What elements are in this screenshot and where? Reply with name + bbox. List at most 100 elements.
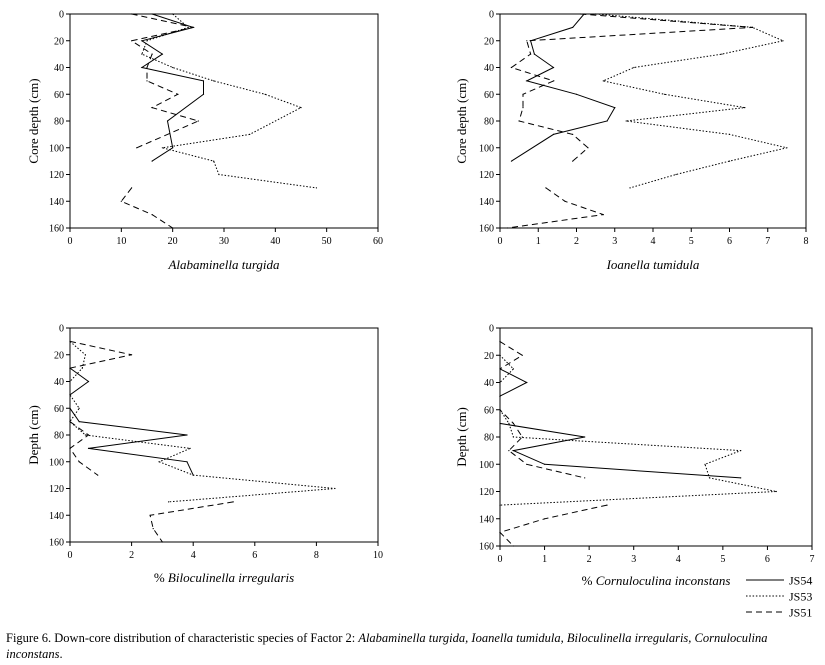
series-js51-line-lower <box>149 501 234 543</box>
y-tick-label: 100 <box>479 143 494 154</box>
data-point-js51 <box>507 227 509 229</box>
series-js51-line-lower <box>120 187 173 229</box>
x-tick-label: 2 <box>574 236 579 247</box>
data-point-js53 <box>595 13 597 15</box>
y-tick-label: 0 <box>489 324 494 335</box>
series-js54-line <box>69 367 194 476</box>
data-point-js53 <box>675 173 677 176</box>
data-point-js54 <box>526 80 528 82</box>
data-point-js54 <box>87 447 90 449</box>
series-js51-line <box>510 13 753 162</box>
y-tick-label: 140 <box>49 511 64 522</box>
data-point-js54 <box>166 120 169 122</box>
series-js54-line <box>499 368 741 479</box>
data-point-js54 <box>510 160 513 162</box>
data-point-js51 <box>151 107 153 109</box>
y-tick-label: 120 <box>479 487 494 498</box>
data-point-js54 <box>151 13 153 15</box>
data-point-js51 <box>197 120 199 122</box>
legend: JS54 JS53 JS51 <box>746 574 812 620</box>
data-point-js53 <box>775 490 777 493</box>
x-tick-label: 8 <box>804 236 809 247</box>
data-point-js51 <box>499 381 501 384</box>
x-tick-label: 6 <box>727 236 732 247</box>
x-axis-label: % Biloculinella irregularis <box>154 570 294 585</box>
y-axis-label: Core depth (cm) <box>454 78 469 163</box>
data-point-js53 <box>84 354 86 356</box>
data-point-js53 <box>84 434 86 436</box>
data-point-js54 <box>78 421 80 423</box>
x-tick-label: 1 <box>536 236 541 247</box>
y-tick-label: 60 <box>484 405 494 416</box>
x-tick-label: 50 <box>322 236 332 247</box>
y-axis-label: Core depth (cm) <box>26 78 41 163</box>
data-point-js51 <box>545 187 547 189</box>
data-point-js53 <box>141 53 143 55</box>
data-point-js51 <box>69 380 71 383</box>
x-tick-label: 4 <box>651 236 656 247</box>
caption-end: . <box>59 647 63 661</box>
series-js53-line <box>141 13 317 189</box>
plot-frame <box>69 327 379 543</box>
y-tick-label: 60 <box>54 404 64 415</box>
data-point-js53 <box>187 26 189 28</box>
y-tick-label: 60 <box>484 90 494 101</box>
legend-label-js51: JS51 <box>789 606 812 620</box>
data-point-js51 <box>512 545 515 547</box>
data-point-js53 <box>172 66 174 69</box>
y-tick-label: 140 <box>479 514 494 525</box>
data-point-js53 <box>315 187 317 189</box>
data-point-js53 <box>158 461 160 463</box>
data-point-js51 <box>499 341 501 343</box>
data-point-js51 <box>69 421 71 423</box>
data-point-js51 <box>146 80 148 82</box>
series-js53-line <box>69 341 335 503</box>
y-tick-label: 20 <box>54 36 64 47</box>
data-point-js51 <box>512 422 515 424</box>
y-tick-label: 40 <box>484 63 494 74</box>
data-point-js53 <box>625 120 627 122</box>
data-point-js54 <box>552 133 555 135</box>
data-point-js54 <box>202 80 205 82</box>
data-point-js51 <box>172 227 174 229</box>
data-point-js51 <box>131 187 133 189</box>
y-tick-label: 160 <box>49 538 64 549</box>
data-point-js51 <box>177 93 179 95</box>
y-tick-label: 160 <box>479 542 494 553</box>
x-tick-label: 30 <box>219 236 229 247</box>
data-point-js51 <box>161 541 163 543</box>
y-tick-label: 100 <box>49 457 64 468</box>
series-js51-line <box>69 340 132 476</box>
data-point-js51 <box>69 394 71 396</box>
data-point-js51 <box>149 514 151 516</box>
data-point-js53 <box>740 450 742 452</box>
x-tick-label: 6 <box>252 550 257 561</box>
data-point-js51 <box>584 477 586 479</box>
y-tick-label: 160 <box>479 224 494 235</box>
data-point-js53 <box>213 80 215 82</box>
y-tick-label: 80 <box>484 117 494 128</box>
y-tick-label: 120 <box>479 170 494 181</box>
data-point-js53 <box>264 93 266 95</box>
x-tick-label: 0 <box>498 236 503 247</box>
data-point-js51 <box>602 214 604 216</box>
series-js51-line <box>130 13 200 149</box>
data-point-js53 <box>249 133 251 135</box>
data-point-js53 <box>172 13 174 15</box>
data-point-js51 <box>518 120 520 122</box>
data-point-js53 <box>334 487 336 490</box>
data-point-js51 <box>192 26 194 28</box>
y-tick-label: 40 <box>484 378 494 389</box>
data-point-js51 <box>131 40 133 42</box>
data-point-js53 <box>512 436 515 438</box>
x-tick-label: 7 <box>810 554 815 565</box>
data-point-js51 <box>606 504 608 506</box>
x-tick-label: 0 <box>498 554 503 565</box>
x-tick-label: 2 <box>129 550 134 561</box>
data-point-js51 <box>526 40 528 42</box>
y-tick-label: 120 <box>49 170 64 181</box>
data-point-js51 <box>69 340 71 342</box>
y-tick-label: 80 <box>484 433 494 444</box>
data-point-js53 <box>786 147 788 149</box>
